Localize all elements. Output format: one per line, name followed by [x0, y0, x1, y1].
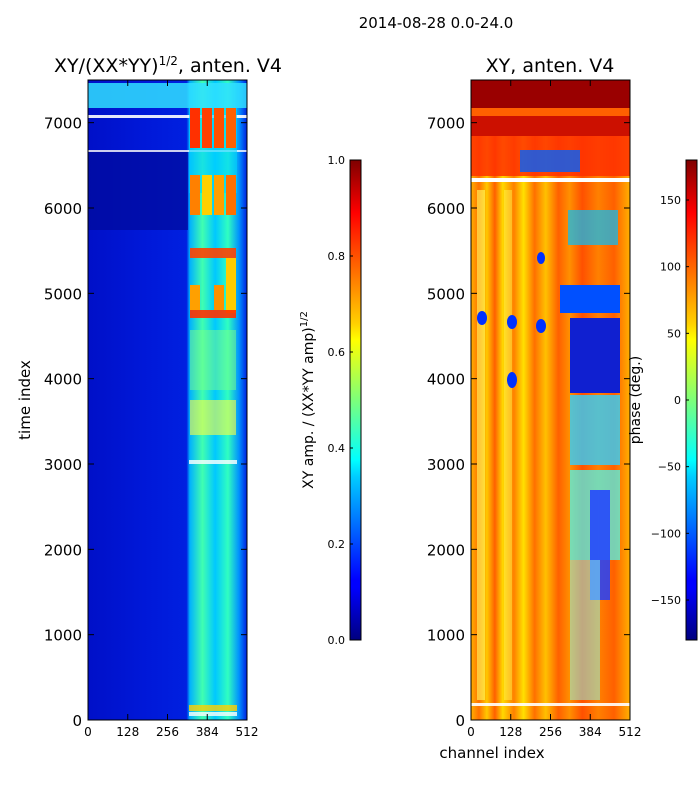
y-tick-label: 7000 — [44, 115, 82, 133]
y-tick-label: 4000 — [44, 371, 82, 389]
y-tick-label: 5000 — [427, 285, 465, 303]
x-tick-label: 128 — [116, 725, 139, 739]
colorbar-tick-label: 150 — [660, 194, 681, 207]
figure-suptitle: 2014-08-28 0.0-24.0 — [359, 14, 514, 32]
x-tick-label: 0 — [467, 725, 475, 739]
colorbar-tick-label: 0.2 — [328, 538, 346, 551]
x-tick-label: 128 — [499, 725, 522, 739]
y-tick-label: 3000 — [427, 456, 465, 474]
colorbar-tick-label: −100 — [651, 527, 681, 540]
amplitude-colorbar — [349, 159, 362, 641]
x-tick-label: 512 — [619, 725, 642, 739]
y-tick-label: 3000 — [44, 456, 82, 474]
y-tick-label: 0 — [455, 712, 465, 730]
y-tick-label: 6000 — [427, 200, 465, 218]
colorbar-tick-label: 0.6 — [328, 346, 346, 359]
y-tick-label: 2000 — [427, 541, 465, 559]
colorbar-tick-label: −50 — [658, 461, 681, 474]
y-tick-label: 6000 — [44, 200, 82, 218]
colorbar-tick-label: 0.4 — [328, 442, 346, 455]
y-tick-label: 1000 — [44, 627, 82, 645]
amplitude-colorbar-label: XY amp. / (XX*YY amp)1/2 — [299, 311, 317, 489]
y-tick-label: 0 — [72, 712, 82, 730]
colorbar-tick-label: 100 — [660, 261, 681, 274]
phase-panel: XY, anten. V4 — [427, 55, 698, 762]
phase-x-label: channel index — [439, 744, 544, 762]
x-tick-label: 512 — [236, 725, 259, 739]
colorbar-tick-label: 0 — [674, 394, 681, 407]
phase-heatmap — [471, 80, 630, 720]
x-tick-label: 384 — [579, 725, 602, 739]
x-tick-label: 0 — [84, 725, 92, 739]
amplitude-title: XY/(XX*YY)1/2, anten. V4 — [54, 54, 282, 77]
y-tick-label: 4000 — [427, 371, 465, 389]
y-tick-label: 7000 — [427, 115, 465, 133]
colorbar-tick-label: −150 — [651, 594, 681, 607]
colorbar-tick-label: 0.8 — [328, 250, 346, 263]
amplitude-panel: XY/(XX*YY)1/2, anten. V4 — [16, 54, 362, 739]
y-tick-label: 1000 — [427, 627, 465, 645]
y-tick-label: 5000 — [44, 285, 82, 303]
colorbar-tick-label: 50 — [667, 327, 681, 340]
phase-title: XY, anten. V4 — [486, 55, 615, 77]
y-tick-label: 2000 — [44, 541, 82, 559]
x-tick-label: 256 — [156, 725, 179, 739]
amplitude-heatmap — [88, 80, 247, 720]
phase-colorbar-label: phase (deg.) — [628, 356, 644, 444]
x-tick-label: 256 — [539, 725, 562, 739]
colorbar-tick-label: 1.0 — [328, 154, 346, 167]
colorbar-tick-label: 0.0 — [328, 634, 346, 647]
x-tick-label: 384 — [196, 725, 219, 739]
amplitude-y-label: time index — [16, 360, 34, 440]
